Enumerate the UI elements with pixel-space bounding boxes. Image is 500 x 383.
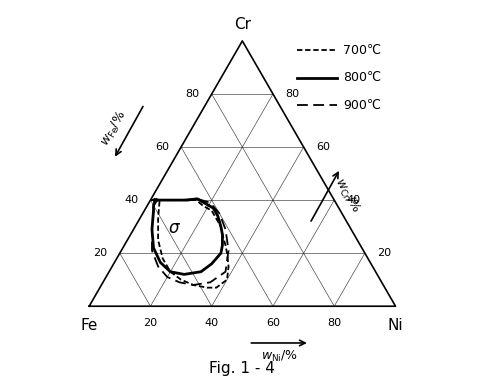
Text: 700℃: 700℃ bbox=[344, 44, 382, 57]
Text: $w_{\rm Fe}$/%: $w_{\rm Fe}$/% bbox=[98, 108, 130, 149]
Text: Cr: Cr bbox=[234, 17, 251, 32]
Text: 60: 60 bbox=[266, 319, 280, 329]
Text: 60: 60 bbox=[316, 142, 330, 152]
Text: 20: 20 bbox=[94, 248, 108, 258]
Text: 20: 20 bbox=[377, 248, 392, 258]
Text: $w_{\rm Cr}$/%: $w_{\rm Cr}$/% bbox=[330, 176, 362, 216]
Text: 800℃: 800℃ bbox=[344, 71, 382, 84]
Text: Ni: Ni bbox=[388, 319, 404, 334]
Text: 900℃: 900℃ bbox=[344, 99, 382, 112]
Text: 20: 20 bbox=[144, 319, 158, 329]
Text: 80: 80 bbox=[327, 319, 342, 329]
Text: Fig. 1 - 4: Fig. 1 - 4 bbox=[210, 362, 276, 376]
Text: $w_{\rm Ni}$/%: $w_{\rm Ni}$/% bbox=[260, 349, 298, 364]
Text: 40: 40 bbox=[346, 195, 360, 205]
Text: 60: 60 bbox=[155, 142, 169, 152]
Text: $\sigma$: $\sigma$ bbox=[168, 219, 180, 237]
Text: 40: 40 bbox=[124, 195, 138, 205]
Text: 80: 80 bbox=[285, 89, 300, 99]
Text: 40: 40 bbox=[204, 319, 219, 329]
Text: Fe: Fe bbox=[80, 319, 98, 334]
Text: 80: 80 bbox=[186, 89, 200, 99]
